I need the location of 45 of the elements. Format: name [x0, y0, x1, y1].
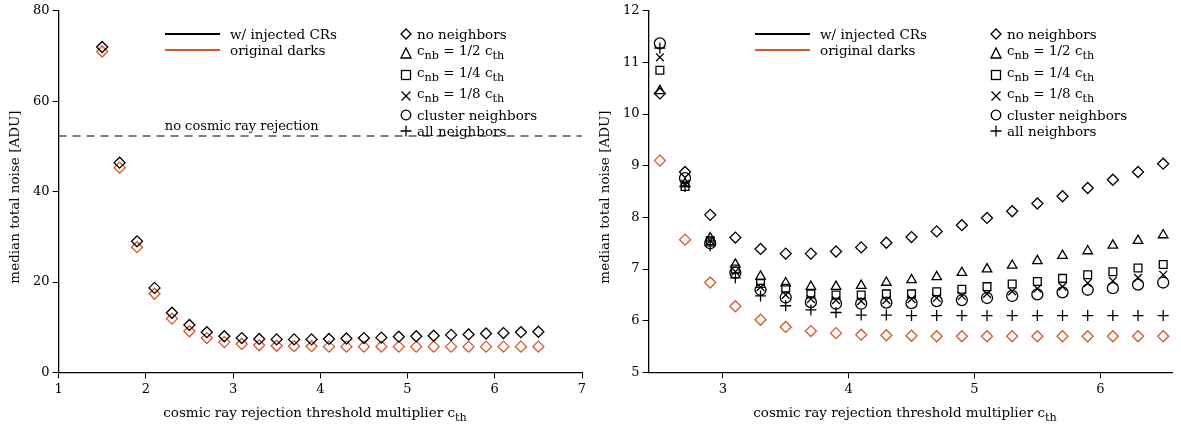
- x-tick-label: 5: [403, 380, 412, 396]
- x-tick-label: 1: [54, 380, 63, 396]
- y-axis-title: median total noise [ADU]: [596, 110, 612, 284]
- legend-label: original darks: [820, 42, 916, 58]
- x-tick-label: 3: [718, 380, 727, 396]
- y-tick-label: 0: [41, 363, 50, 379]
- y-axis-title: median total noise [ADU]: [6, 110, 22, 284]
- x-tick-label: 2: [141, 380, 150, 396]
- y-tick-label: 5: [631, 363, 640, 379]
- x-axis-title: cosmic ray rejection threshold multiplier c$_{th}$: [162, 404, 468, 426]
- x-tick-label: 6: [490, 380, 499, 396]
- legend-label: no neighbors: [417, 26, 507, 42]
- legend-label: cluster neighbors: [417, 107, 538, 124]
- x-tick-label: 4: [316, 380, 325, 396]
- x-tick-label: 5: [970, 380, 979, 396]
- y-tick-label: 8: [631, 208, 640, 224]
- legend-label: c$_{nb}$ = 1/4 c$_{th}$: [1007, 63, 1095, 86]
- legend-label: c$_{nb}$ = 1/8 c$_{th}$: [417, 85, 505, 108]
- y-tick-label: 40: [33, 182, 50, 198]
- x-tick-label: 7: [577, 380, 587, 396]
- x-tick-label: 3: [228, 380, 238, 396]
- legend-label: c$_{nb}$ = 1/2 c$_{th}$: [1007, 42, 1095, 64]
- y-tick-label: 10: [623, 105, 640, 121]
- annotation: w/ injected CRs: [820, 26, 927, 42]
- legend-label: all neighbors: [417, 123, 507, 140]
- y-tick-label: 7: [631, 260, 640, 276]
- legend-label: c$_{nb}$ = 1/2 c$_{th}$: [417, 42, 505, 64]
- legend-label: no neighbors: [1007, 26, 1097, 42]
- x-tick-label: 6: [1096, 380, 1105, 396]
- y-tick-label: 20: [33, 273, 50, 289]
- y-tick-label: 11: [623, 53, 640, 69]
- y-tick-label: 60: [33, 92, 50, 108]
- legend-label: original darks: [230, 42, 326, 58]
- y-tick-label: 6: [631, 312, 640, 328]
- ref-line-label: no cosmic ray rejection: [164, 117, 320, 133]
- legend-label: c$_{nb}$ = 1/4 c$_{th}$: [417, 63, 505, 86]
- legend-label: c$_{nb}$ = 1/8 c$_{th}$: [1007, 85, 1095, 108]
- y-tick-label: 12: [623, 2, 640, 18]
- y-tick-label: 9: [631, 157, 640, 173]
- x-tick-label: 4: [844, 380, 853, 396]
- x-axis-title: cosmic ray rejection threshold multiplier c$_{th}$: [752, 404, 1058, 426]
- y-tick-label: 80: [33, 2, 50, 18]
- legend-label: cluster neighbors: [1007, 107, 1128, 124]
- legend-label: all neighbors: [1007, 123, 1097, 140]
- annotation: w/ injected CRs: [230, 26, 337, 42]
